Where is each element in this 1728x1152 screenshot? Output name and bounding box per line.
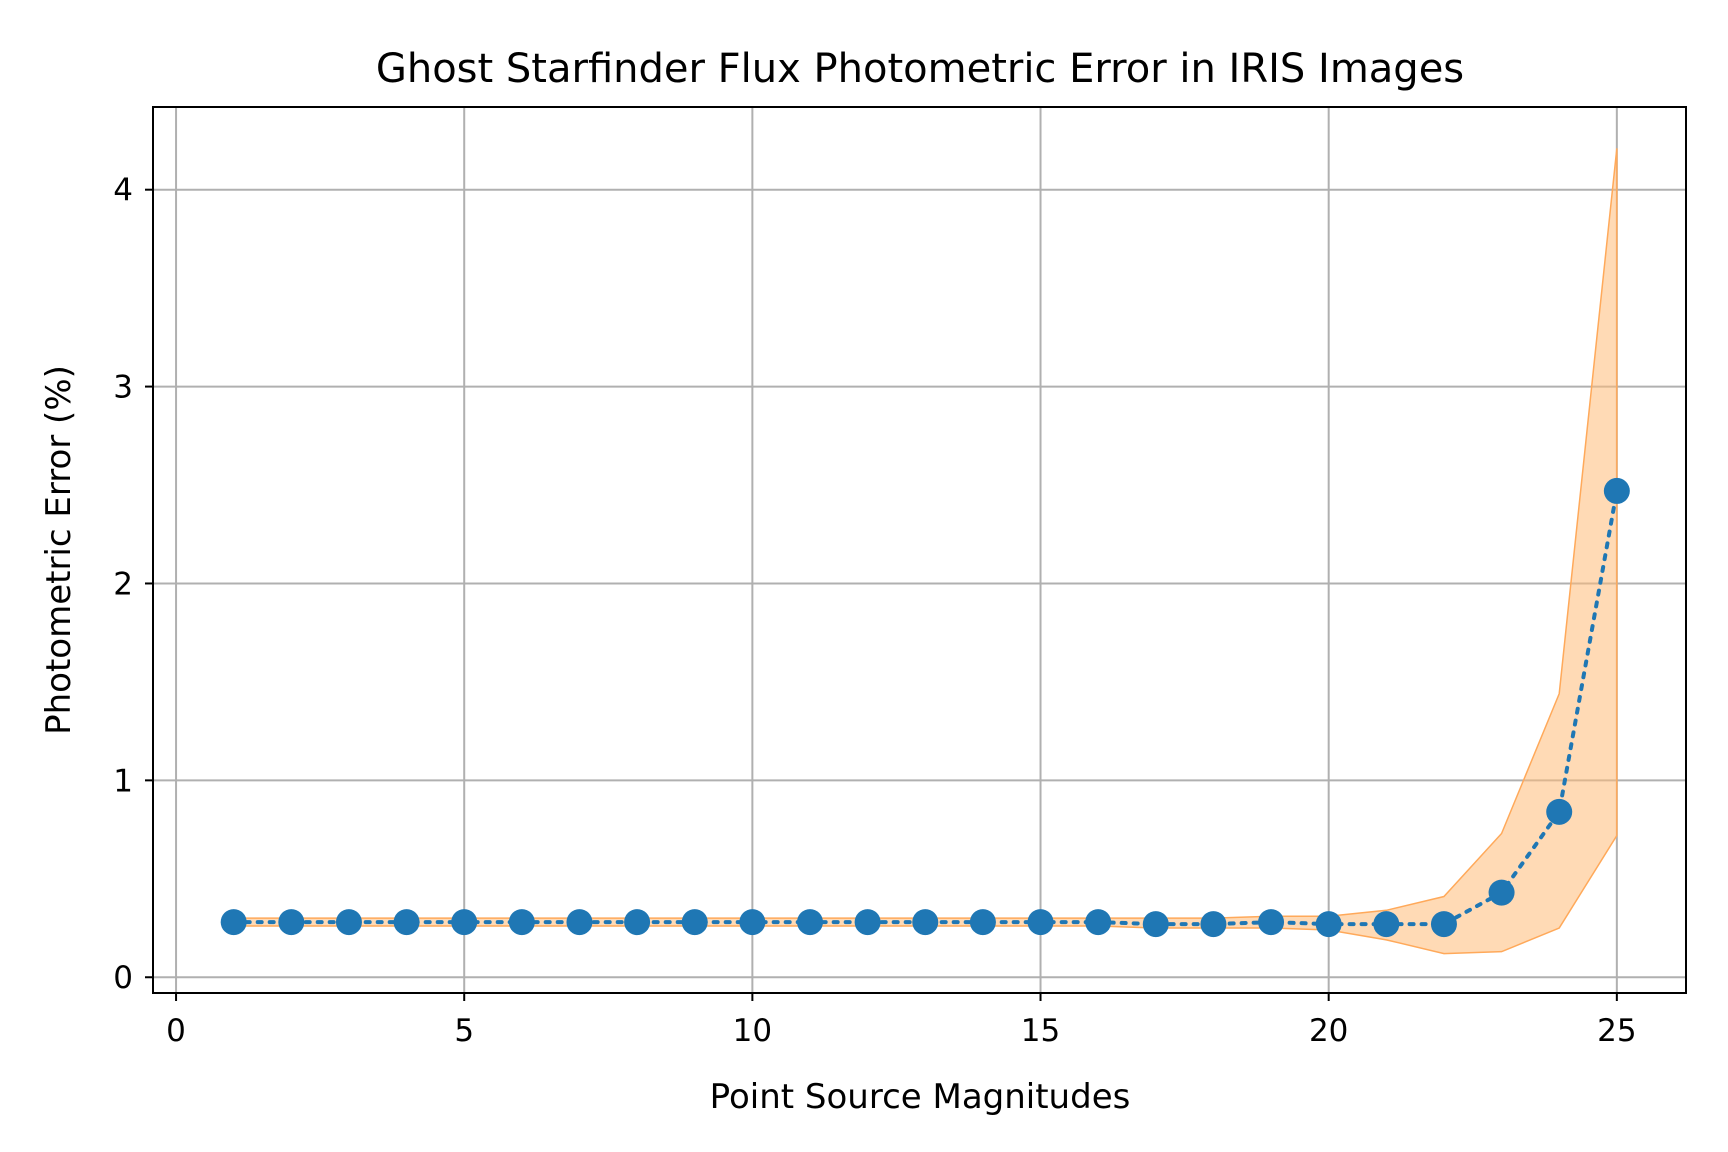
data-point bbox=[1258, 909, 1285, 936]
data-point bbox=[393, 909, 420, 936]
data-point bbox=[1085, 909, 1112, 936]
data-point bbox=[566, 909, 593, 936]
data-point bbox=[1546, 798, 1573, 825]
series-line-layer bbox=[231, 488, 1619, 927]
data-point bbox=[1027, 909, 1054, 936]
data-point bbox=[1200, 911, 1227, 938]
data-point bbox=[335, 909, 362, 936]
error-band-layer bbox=[232, 148, 1618, 955]
x-tick-label: 20 bbox=[1309, 1013, 1348, 1049]
x-axis-label: Point Source Magnitudes bbox=[710, 1077, 1131, 1117]
data-point bbox=[1430, 911, 1457, 938]
data-point bbox=[797, 909, 823, 936]
plot-frame bbox=[152, 106, 1687, 994]
data-point bbox=[278, 909, 305, 936]
data-point bbox=[220, 909, 247, 936]
data-point bbox=[969, 909, 996, 936]
axis-ticks: 0 5 10 15 20 25 0 1 2 3 4 bbox=[113, 173, 1636, 1049]
data-point bbox=[1315, 911, 1342, 938]
error-band bbox=[232, 148, 1618, 955]
data-point bbox=[854, 909, 881, 936]
data-point bbox=[739, 909, 766, 936]
data-point bbox=[624, 909, 651, 936]
series-line bbox=[231, 488, 1619, 927]
data-point bbox=[912, 909, 939, 936]
data-point bbox=[1373, 911, 1400, 938]
y-axis-label: Photometric Error (%) bbox=[39, 365, 79, 735]
data-point bbox=[1142, 911, 1169, 938]
data-points bbox=[220, 477, 1630, 938]
data-point bbox=[1603, 477, 1630, 504]
x-tick-label: 15 bbox=[1021, 1013, 1060, 1049]
x-tick-label: 10 bbox=[733, 1013, 772, 1049]
y-tick-label: 4 bbox=[113, 173, 133, 209]
y-tick-label: 1 bbox=[113, 763, 133, 799]
data-point bbox=[681, 909, 708, 936]
data-point bbox=[1488, 879, 1515, 906]
data-point bbox=[451, 909, 478, 936]
x-tick-label: 25 bbox=[1597, 1013, 1636, 1049]
grid-lines bbox=[153, 107, 1686, 993]
x-tick-label: 5 bbox=[454, 1013, 474, 1049]
x-tick-label: 0 bbox=[166, 1013, 186, 1049]
chart-title: Ghost Starfinder Flux Photometric Error … bbox=[376, 46, 1464, 92]
data-point bbox=[508, 909, 535, 936]
y-tick-label: 0 bbox=[113, 960, 133, 996]
y-tick-label: 2 bbox=[113, 566, 133, 602]
y-tick-label: 3 bbox=[113, 370, 133, 406]
